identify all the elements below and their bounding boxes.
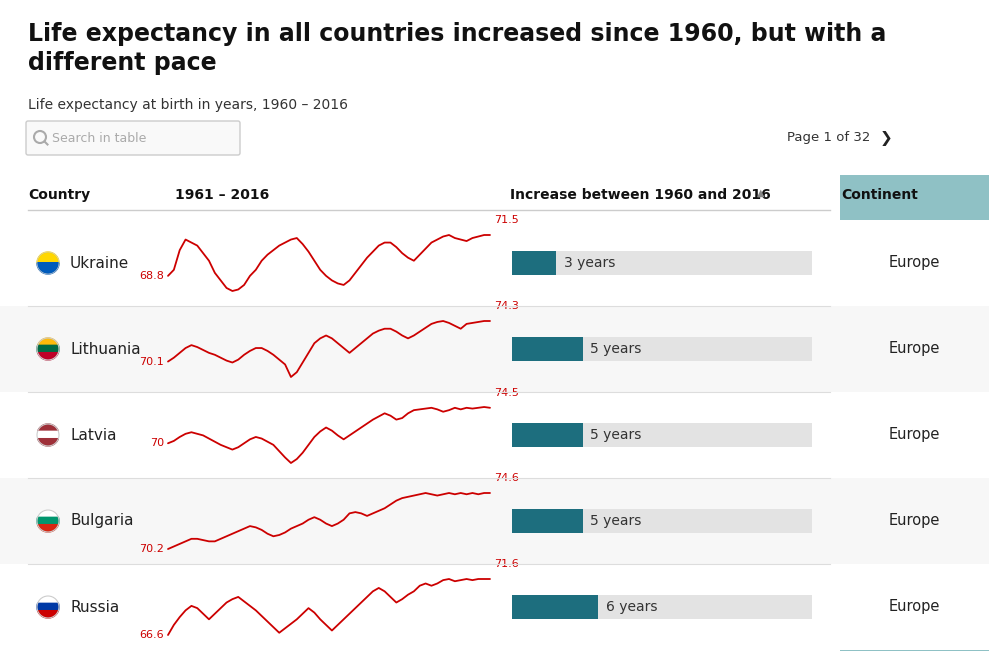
Bar: [0, 306, 989, 392]
Polygon shape: [37, 263, 59, 274]
Bar: [512, 595, 812, 619]
Text: 5 years: 5 years: [590, 428, 642, 442]
Bar: [0, 220, 989, 306]
Text: 74.6: 74.6: [494, 473, 519, 483]
Bar: [0, 478, 989, 564]
Polygon shape: [37, 518, 59, 525]
Polygon shape: [38, 353, 58, 360]
Polygon shape: [38, 510, 58, 518]
Text: Ukraine: Ukraine: [70, 255, 130, 271]
Text: 74.3: 74.3: [494, 301, 519, 311]
Polygon shape: [37, 252, 59, 263]
Text: Increase between 1960 and 2016: Increase between 1960 and 2016: [510, 188, 770, 202]
Text: 5 years: 5 years: [590, 342, 642, 356]
Text: Europe: Europe: [889, 428, 941, 443]
Text: ▲: ▲: [757, 188, 764, 198]
Text: ❯: ❯: [880, 130, 893, 146]
Text: Latvia: Latvia: [70, 428, 117, 443]
Text: Europe: Europe: [889, 600, 941, 615]
Text: 70.2: 70.2: [139, 544, 164, 554]
Bar: [512, 251, 812, 275]
Text: 68.8: 68.8: [139, 271, 164, 281]
Bar: [512, 509, 812, 533]
Text: Lithuania: Lithuania: [70, 342, 140, 357]
Bar: [512, 337, 583, 361]
Bar: [0, 564, 989, 650]
Text: Continent: Continent: [842, 188, 919, 202]
Text: Russia: Russia: [70, 600, 120, 615]
Bar: [512, 595, 597, 619]
Text: Page 1 of 32: Page 1 of 32: [786, 132, 870, 145]
Text: 74.5: 74.5: [494, 388, 519, 398]
Bar: [512, 251, 556, 275]
Text: 5 years: 5 years: [590, 514, 642, 528]
Polygon shape: [38, 424, 58, 432]
Text: Country: Country: [28, 188, 90, 202]
Polygon shape: [37, 432, 59, 439]
Text: 3 years: 3 years: [564, 256, 615, 270]
Polygon shape: [37, 345, 59, 353]
Polygon shape: [38, 338, 58, 345]
Polygon shape: [38, 611, 58, 618]
Polygon shape: [38, 439, 58, 446]
Text: Europe: Europe: [889, 342, 941, 357]
Text: Europe: Europe: [889, 514, 941, 529]
Bar: [512, 423, 583, 447]
Text: Life expectancy at birth in years, 1960 – 2016: Life expectancy at birth in years, 1960 …: [28, 98, 348, 112]
Bar: [840, 175, 989, 651]
Text: 71.5: 71.5: [494, 215, 519, 225]
Text: 70: 70: [150, 438, 164, 449]
Polygon shape: [38, 525, 58, 532]
Text: Search in table: Search in table: [52, 132, 146, 145]
FancyBboxPatch shape: [26, 121, 240, 155]
Bar: [512, 423, 812, 447]
Bar: [512, 337, 812, 361]
Polygon shape: [38, 596, 58, 603]
Text: 6 years: 6 years: [605, 600, 657, 614]
Text: Europe: Europe: [889, 255, 941, 271]
Bar: [0, 392, 989, 478]
Text: Life expectancy in all countries increased since 1960, but with a
different pace: Life expectancy in all countries increas…: [28, 22, 886, 75]
Text: 71.6: 71.6: [494, 559, 519, 569]
Text: 1961 – 2016: 1961 – 2016: [175, 188, 269, 202]
Text: 66.6: 66.6: [139, 630, 164, 640]
Bar: [512, 509, 583, 533]
Polygon shape: [37, 603, 59, 611]
Text: 70.1: 70.1: [139, 357, 164, 367]
Text: Bulgaria: Bulgaria: [70, 514, 134, 529]
